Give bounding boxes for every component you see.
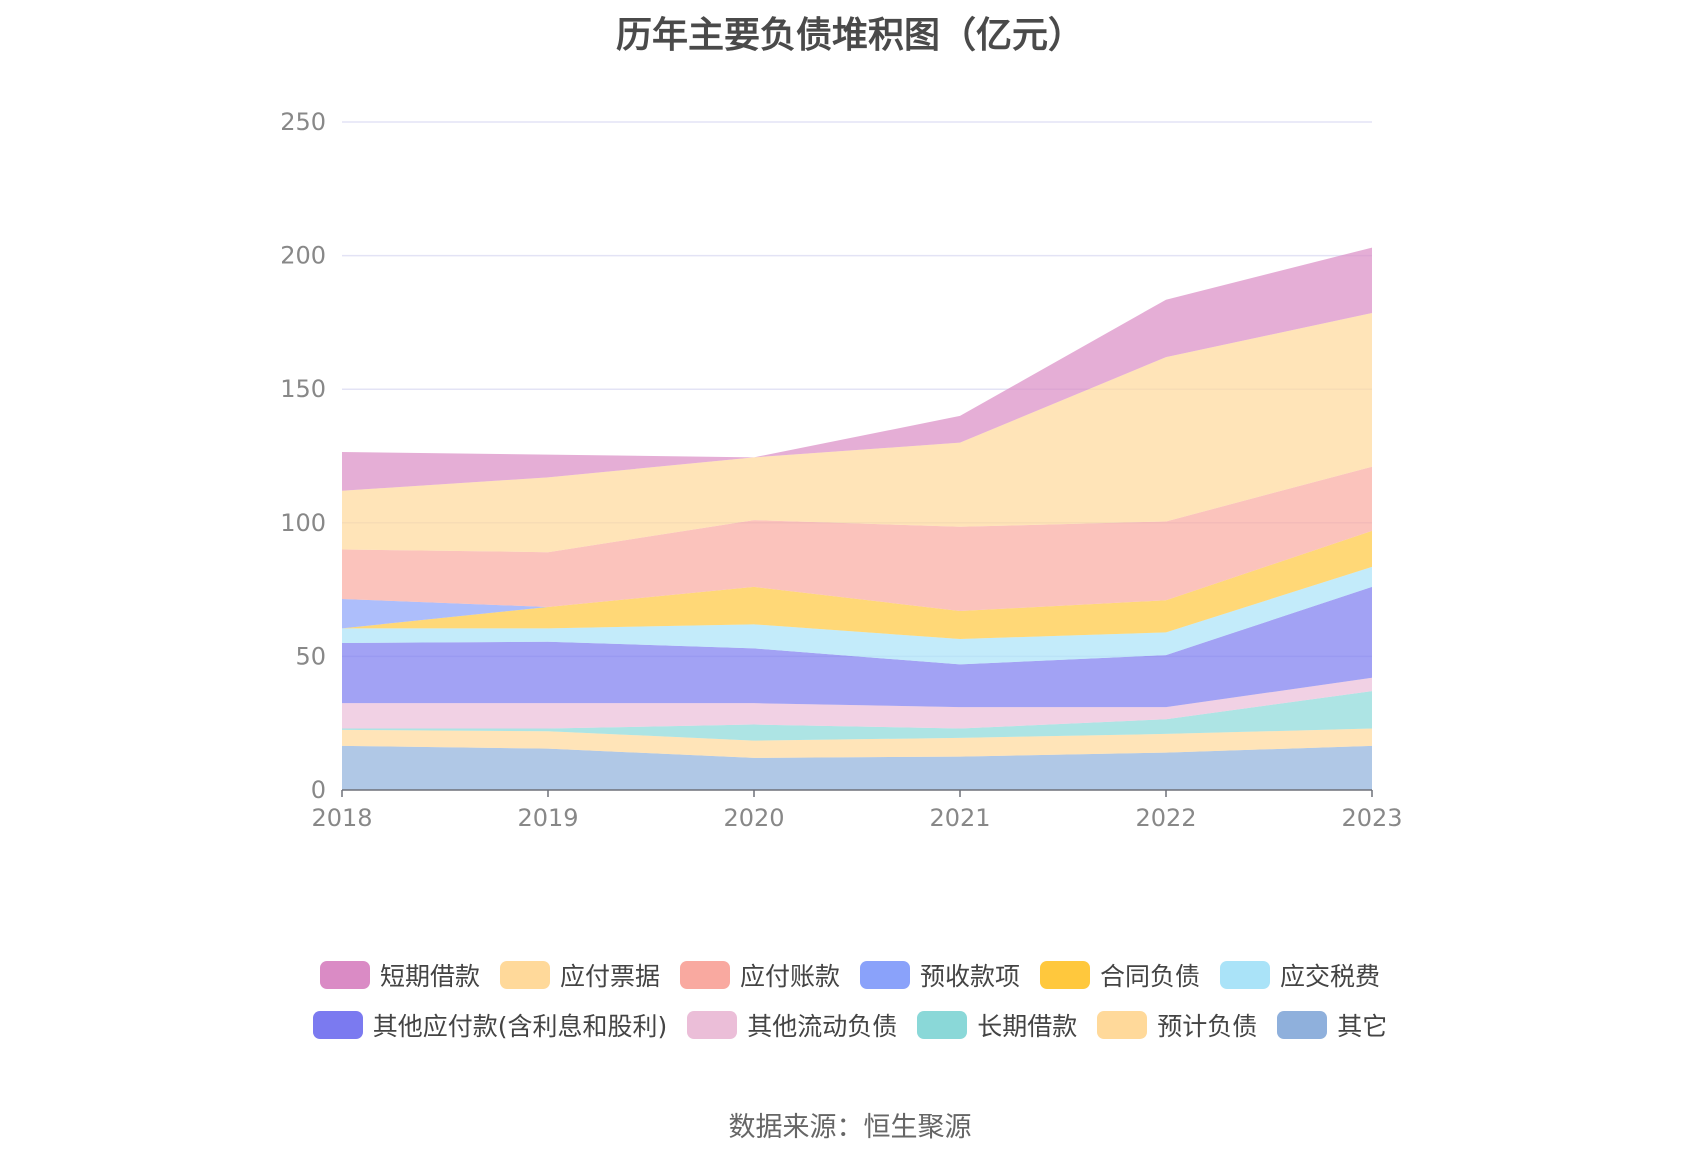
legend-item[interactable]: 应付票据	[499, 957, 660, 993]
legend-item[interactable]: 预计负债	[1097, 1007, 1257, 1043]
chart-title: 历年主要负债堆积图（亿元）	[615, 15, 1084, 56]
area-合同负债[interactable]	[342, 530, 1372, 640]
legend-label: 其他流动负债	[747, 1012, 898, 1041]
legend-swatch	[687, 1011, 738, 1039]
legend-item[interactable]: 长期借款	[917, 1007, 1077, 1043]
x-tick-label: 2019	[517, 804, 578, 832]
legend-item[interactable]: 其它	[1277, 1007, 1387, 1043]
legend-swatch	[312, 1011, 363, 1039]
legend-label: 短期借款	[379, 962, 480, 991]
y-tick-label: 150	[280, 375, 326, 403]
legend-swatch	[319, 961, 370, 989]
legend-swatch	[1220, 961, 1271, 989]
legend-item[interactable]: 应交税费	[1220, 957, 1380, 993]
legend-label: 其它	[1337, 1012, 1388, 1041]
data-source: 数据来源：恒生聚源	[728, 1112, 972, 1143]
legend-item[interactable]: 短期借款	[319, 957, 480, 993]
y-tick-label: 0	[311, 776, 326, 804]
area-短期借款[interactable]	[342, 247, 1372, 491]
y-tick-label: 200	[280, 242, 326, 270]
legend-label: 其他应付款(含利息和股利)	[372, 1012, 668, 1041]
area-应交税费[interactable]	[342, 566, 1372, 665]
legend-label: 应付票据	[559, 962, 660, 991]
legend-label: 预收款项	[920, 962, 1021, 991]
x-tick-label: 2020	[723, 804, 784, 832]
area-其他流动负债[interactable]	[342, 677, 1372, 729]
area-series	[342, 247, 1372, 790]
legend-label: 合同负债	[1100, 962, 1201, 991]
legend: 短期借款 应付票据 应付账款 预收款项 合同负债 应交税费 其他应付款(含利息和股利) 其他…	[0, 950, 1700, 1050]
legend-swatch	[1040, 961, 1091, 989]
x-tick-label: 2023	[1341, 804, 1402, 832]
x-tick-label: 2021	[929, 804, 990, 832]
area-长期借款[interactable]	[342, 691, 1372, 741]
legend-item[interactable]: 预收款项	[860, 957, 1020, 993]
legend-item[interactable]: 其他流动负债	[687, 1007, 897, 1043]
legend-swatch	[1097, 1011, 1148, 1039]
y-tick-label: 100	[280, 509, 326, 537]
legend-label: 应交税费	[1280, 962, 1381, 991]
legend-swatch	[860, 961, 910, 989]
legend-item[interactable]: 应付账款	[679, 957, 840, 993]
area-应付账款[interactable]	[342, 466, 1372, 611]
area-其它[interactable]	[342, 745, 1372, 790]
area-应付票据[interactable]	[342, 313, 1372, 553]
legend-label: 应付账款	[739, 962, 840, 991]
legend-label: 长期借款	[977, 1012, 1078, 1041]
x-tick-label: 2022	[1135, 804, 1196, 832]
legend-row-1: 短期借款 应付票据 应付账款 预收款项 合同负债 应交税费	[0, 950, 1700, 1000]
area-预计负债[interactable]	[342, 728, 1372, 758]
legend-item[interactable]: 其他应付款(含利息和股利)	[312, 1007, 668, 1043]
y-tick-label: 250	[280, 108, 326, 136]
x-tick-label: 2018	[311, 804, 372, 832]
legend-swatch	[499, 961, 550, 989]
legend-swatch	[917, 1011, 968, 1039]
y-tick-label: 50	[295, 642, 326, 670]
axes: 2018 2019 2020 2021 2022 2023	[311, 789, 1403, 832]
stacked-area-chart: 0 50 100 150 200 250 2018 2019 2020 2021 2022 2023	[280, 108, 1403, 832]
legend-swatch	[679, 961, 730, 989]
legend-row-2: 其他应付款(含利息和股利) 其他流动负债 长期借款 预计负债 其它	[0, 1000, 1700, 1050]
area-其他应付款(含利息和股利)[interactable]	[342, 586, 1372, 708]
legend-item[interactable]: 合同负债	[1040, 957, 1200, 993]
legend-label: 预计负债	[1157, 1012, 1258, 1041]
legend-swatch	[1277, 1011, 1328, 1039]
